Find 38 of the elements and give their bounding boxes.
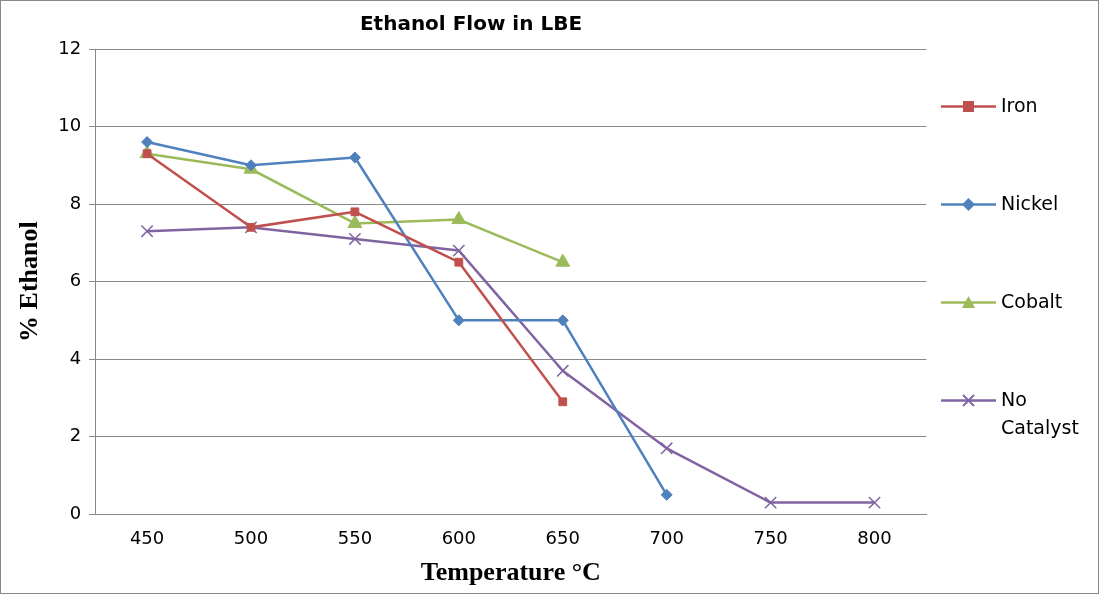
y-tick-label: 10 <box>58 114 82 136</box>
point <box>868 496 881 509</box>
y-tick-label: 0 <box>69 501 82 523</box>
legend-label: Cobalt <box>1001 289 1063 314</box>
x-axis-title: Temperature °C <box>420 557 601 587</box>
point <box>764 496 778 509</box>
point <box>454 257 464 267</box>
x-tick-label: 800 <box>857 526 892 548</box>
y-tick-label: 12 <box>58 36 82 58</box>
y-axis-title: % Ethanol <box>14 221 44 342</box>
chart-title: Ethanol Flow in LBE <box>359 11 583 36</box>
point <box>556 314 569 327</box>
point <box>350 207 360 217</box>
x-tick-label: 550 <box>337 526 373 548</box>
x-tick-label: 500 <box>233 526 269 548</box>
y-tick-label: 2 <box>69 424 82 446</box>
x-tick-label: 700 <box>649 526 684 548</box>
legend-label: No Catalyst <box>1001 387 1080 440</box>
legend-label: Iron <box>1001 93 1038 118</box>
point <box>558 397 568 407</box>
point <box>660 488 673 501</box>
point <box>556 364 570 378</box>
point <box>141 136 154 149</box>
x-tick-label: 650 <box>545 526 580 548</box>
point <box>451 211 467 225</box>
x-tick-label: 600 <box>441 526 477 548</box>
point <box>140 224 154 238</box>
x-tick-label: 450 <box>129 526 165 548</box>
y-tick-label: 8 <box>69 191 82 213</box>
point <box>452 314 465 327</box>
legend-label: Nickel <box>1001 191 1059 216</box>
x-tick-label: 750 <box>753 526 788 548</box>
y-tick-label: 4 <box>69 346 82 368</box>
y-tick-label: 6 <box>69 269 82 291</box>
point <box>555 253 571 267</box>
point <box>348 232 362 246</box>
point <box>660 441 674 455</box>
point <box>452 244 466 257</box>
